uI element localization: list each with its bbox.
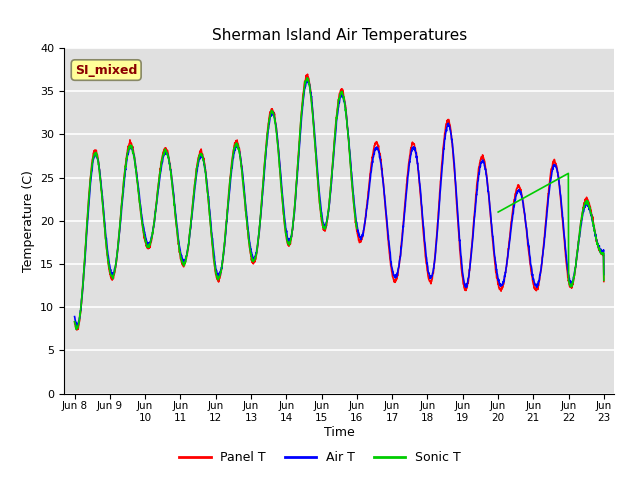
Legend: Panel T, Air T, Sonic T: Panel T, Air T, Sonic T bbox=[174, 446, 466, 469]
Title: Sherman Island Air Temperatures: Sherman Island Air Temperatures bbox=[212, 28, 467, 43]
X-axis label: Time: Time bbox=[324, 426, 355, 439]
Y-axis label: Temperature (C): Temperature (C) bbox=[22, 170, 35, 272]
Text: SI_mixed: SI_mixed bbox=[75, 63, 138, 76]
